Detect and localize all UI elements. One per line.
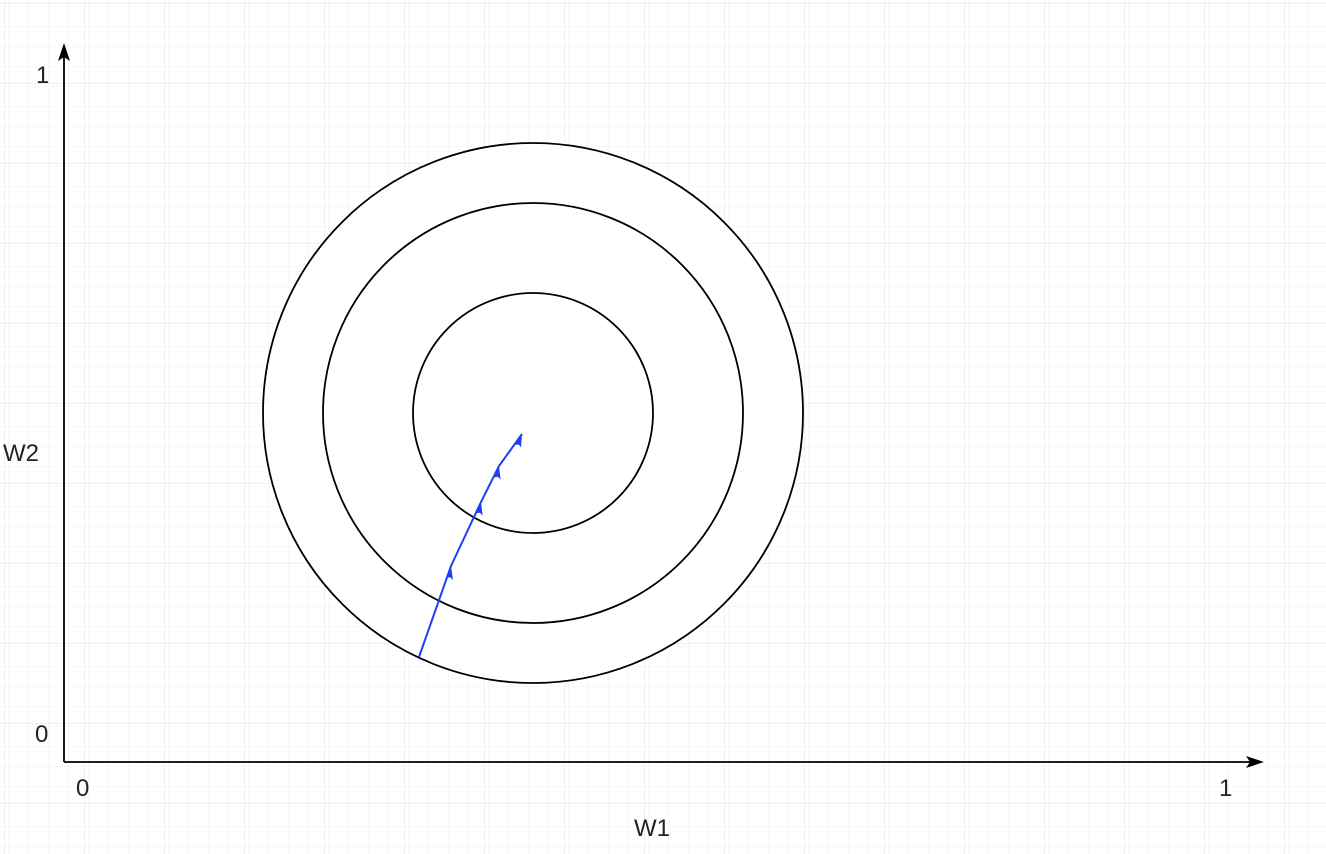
- y-axis-max-label: 1: [36, 62, 49, 89]
- axes: [58, 43, 1264, 768]
- y-axis-title: W2: [3, 440, 39, 467]
- y-axis-min-label: 0: [35, 721, 48, 748]
- descent-path: [418, 433, 523, 658]
- contour-group: [262, 142, 804, 684]
- contour-inner: [412, 292, 654, 534]
- x-axis-max-label: 1: [1219, 775, 1232, 802]
- x-axis-arrowhead: [1246, 756, 1264, 768]
- descent-step-arrow-2: [476, 502, 483, 516]
- x-axis-min-label: 0: [76, 775, 89, 802]
- x-axis-title: W1: [634, 815, 670, 842]
- descent-step-arrow-1: [446, 566, 453, 580]
- descent-step-arrow-3: [494, 466, 501, 480]
- y-axis-arrowhead: [58, 43, 70, 61]
- descent-step-arrow-4: [515, 434, 522, 448]
